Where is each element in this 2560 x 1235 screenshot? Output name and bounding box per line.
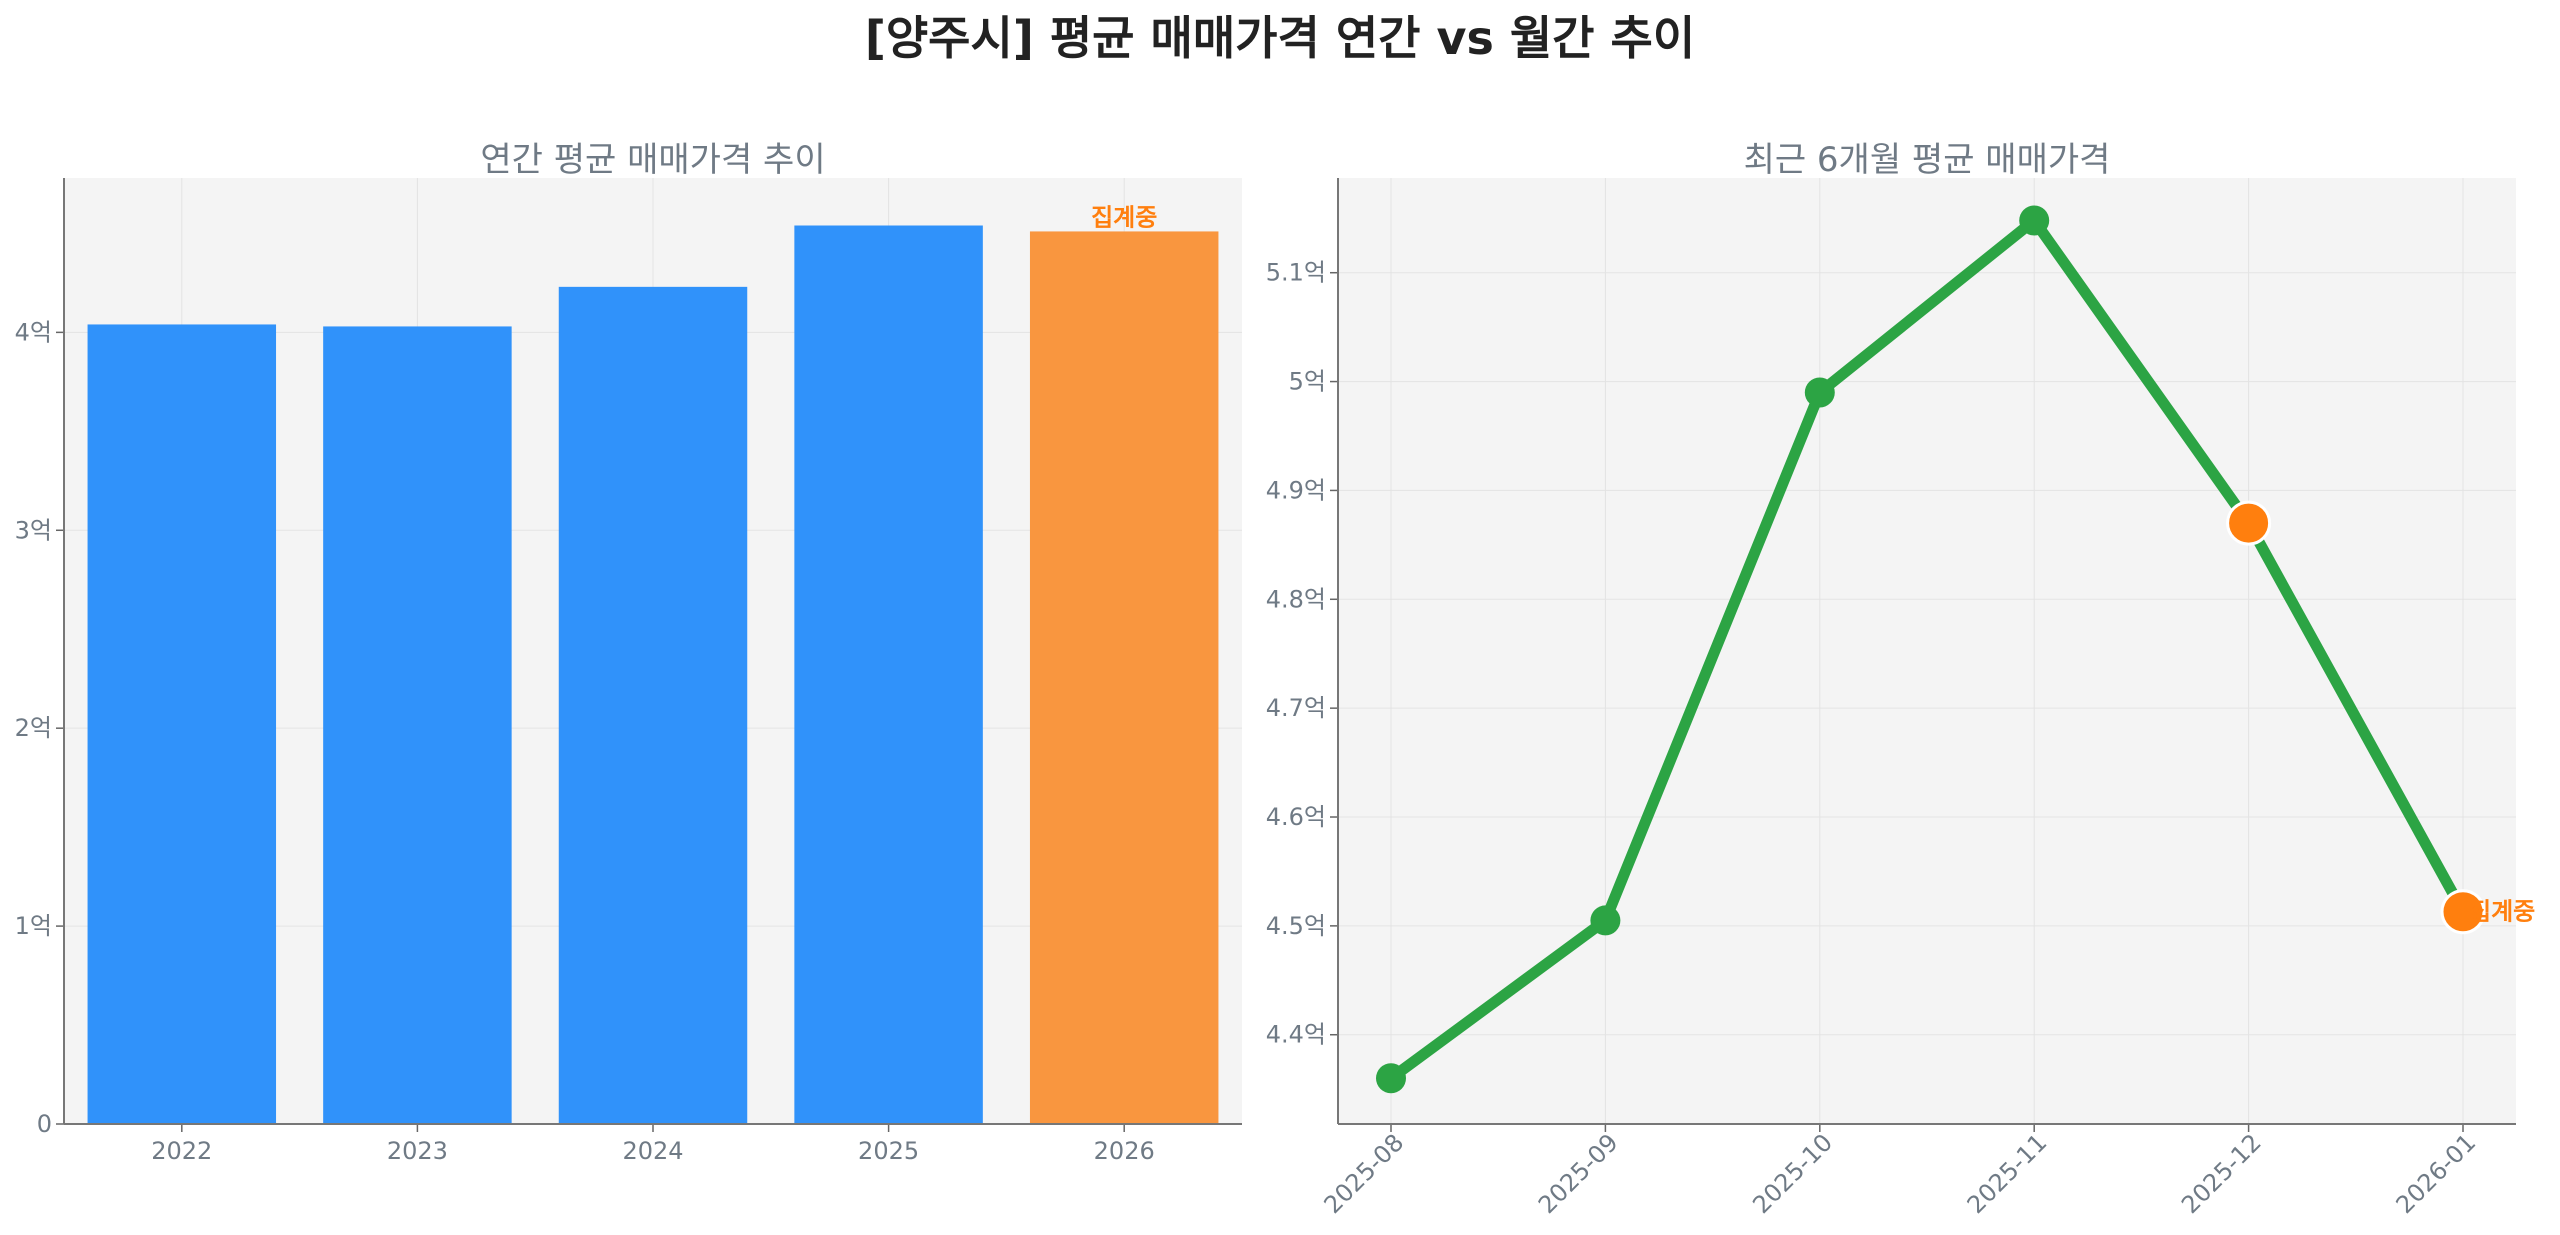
annual-chart-title: 연간 평균 매매가격 추이 [480,140,826,180]
y-tick-label: 4.5억 [1266,912,1326,940]
y-tick-label: 0 [37,1110,52,1138]
y-tick-label: 1억 [15,912,52,940]
y-tick-label: 4억 [15,318,52,346]
point-2025-09 [1590,905,1621,936]
x-tick-label: 2024 [622,1137,683,1165]
point-2025-11 [2019,205,2050,236]
y-tick-label: 4.9억 [1266,476,1326,504]
bar-2026 [1029,231,1219,1124]
in-progress-label: 집계중 [2469,898,2535,926]
x-tick-label: 2022 [151,1137,212,1165]
y-tick-label: 2억 [15,714,52,742]
annual-bar-chart: 0 1억 2억 3억 4억 2022 2023 2024 2025 2026 집계중 [15,178,1242,1165]
x-tick-label: 2026-01 [2391,1128,2482,1219]
y-tick-label: 5.1억 [1266,259,1326,287]
monthly-line-chart: 4.4억 4.5억 4.6억 4.7억 4.8억 4.9억 5억 5.1억 2025-08 202… [1266,178,2535,1219]
in-progress-label: 집계중 [1091,203,1157,231]
bar-2025 [794,225,983,1124]
bar-2024 [558,286,748,1124]
y-tick-label: 5억 [1289,368,1326,396]
monthly-chart-title: 최근 6개월 평균 매매가격 [1743,140,2111,180]
point-2025-12 [2226,500,2272,546]
x-tick-label: 2025-11 [1962,1128,2053,1219]
bar-2022 [87,324,277,1124]
y-tick-label: 4.6억 [1266,803,1326,831]
x-tick-label: 2025-10 [1747,1128,1838,1219]
x-tick-label: 2023 [387,1137,448,1165]
y-tick-label: 3억 [15,516,52,544]
y-tick-label: 4.4억 [1266,1021,1326,1049]
point-2025-08 [1376,1063,1406,1094]
x-tick-label: 2025-08 [1319,1128,1410,1219]
x-tick-label: 2025-09 [1533,1128,1624,1219]
y-tick-label: 4.8억 [1266,585,1326,613]
chart-title: [양주시] 평균 매매가격 연간 vs 월간 추이 [864,11,1696,65]
x-tick-label: 2026 [1094,1137,1155,1165]
bar-2023 [323,326,512,1124]
point-2025-10 [1804,377,1835,408]
point-2026-01 [2440,889,2486,935]
series-line [1385,214,2469,1084]
x-tick-label: 2025 [858,1137,919,1165]
y-tick-label: 4.7억 [1266,694,1326,722]
x-tick-label: 2025-12 [2176,1128,2267,1219]
